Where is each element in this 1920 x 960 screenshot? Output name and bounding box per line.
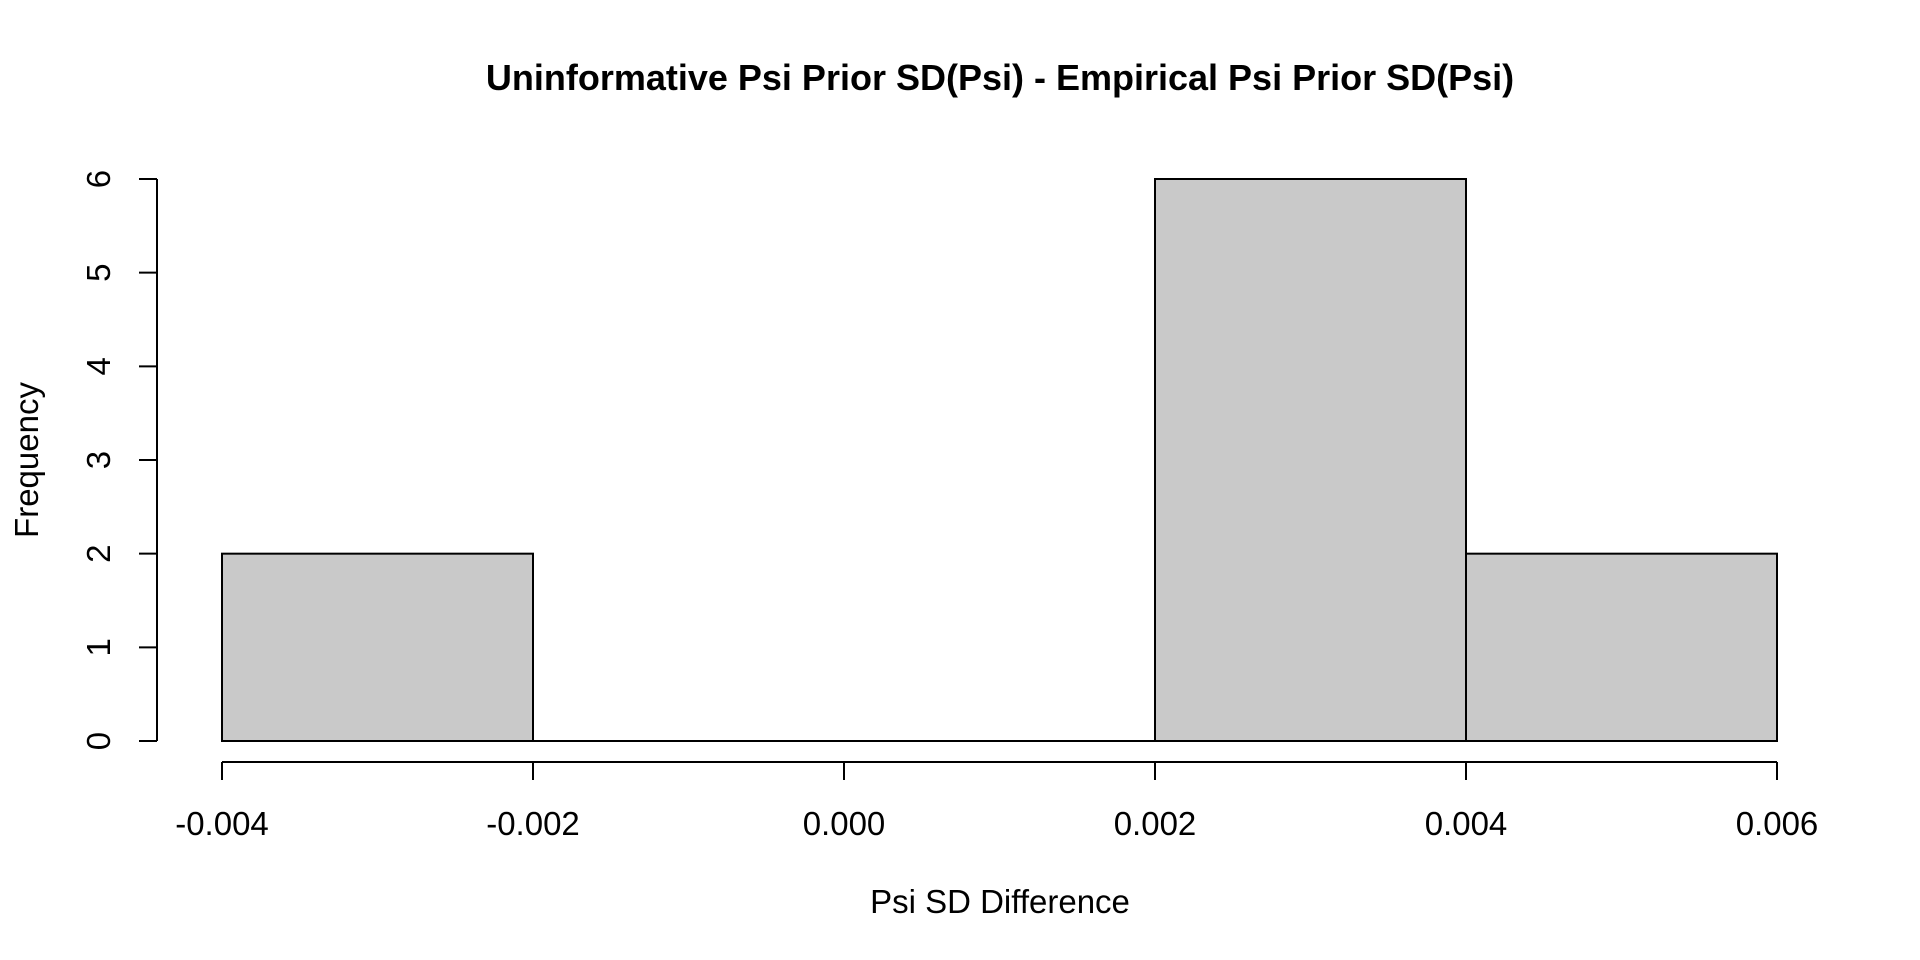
x-tick-label: 0.004: [1425, 805, 1508, 842]
x-tick-label: 0.002: [1114, 805, 1197, 842]
y-tick-label: 5: [80, 263, 117, 281]
y-tick-label: 0: [80, 732, 117, 750]
x-tick-label: -0.002: [486, 805, 580, 842]
y-tick-label: 2: [80, 544, 117, 562]
histogram-bar: [221, 552, 534, 743]
y-tick-label: 6: [80, 170, 117, 188]
y-axis-label: Frequency: [8, 382, 45, 538]
y-tick-label: 1: [80, 638, 117, 656]
histogram-bar: [1465, 552, 1778, 743]
x-tick-label: 0.000: [803, 805, 886, 842]
x-axis-label: Psi SD Difference: [870, 883, 1130, 920]
y-tick-label: 3: [80, 451, 117, 469]
chart-title: Uninformative Psi Prior SD(Psi) - Empiri…: [486, 57, 1514, 98]
y-tick-label: 4: [80, 357, 117, 375]
histogram-bars: [221, 178, 1778, 743]
x-tick-label: 0.006: [1736, 805, 1819, 842]
x-tick-label: -0.004: [175, 805, 269, 842]
chart-axes: 0 1 2 3 4 5 6 -0.004 -0.002 0.000 0.002 0.004 0.006: [80, 170, 1818, 842]
histogram-bar: [1154, 178, 1467, 742]
